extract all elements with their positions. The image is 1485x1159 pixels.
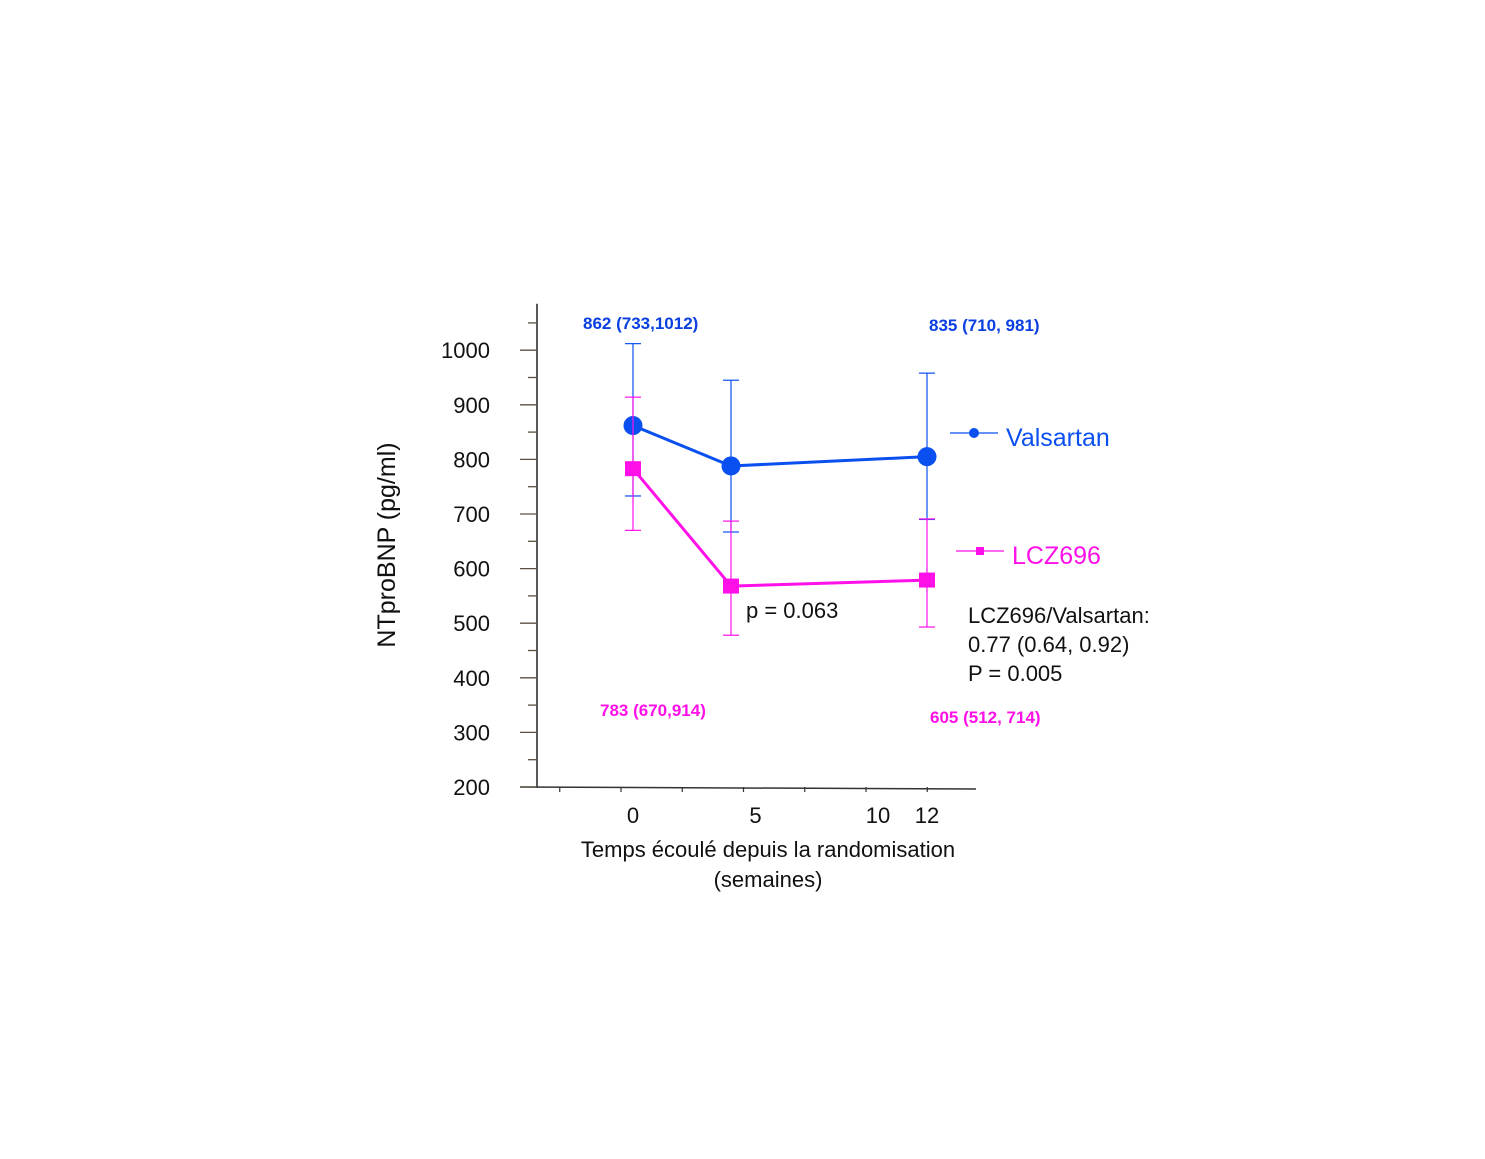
x-axis-label: Temps écoulé depuis la randomisation [581,837,955,862]
series-lcz696 [625,396,935,636]
legend-label-lcz696: LCZ696 [1012,542,1101,570]
legend-marker-valsartan [969,428,979,438]
x-axis-line [519,786,977,790]
data-point [919,572,935,588]
data-point [917,447,937,467]
y-tick-label: 900 [453,393,490,418]
x-tick-label: 5 [749,803,761,828]
legend-label-valsartan: Valsartan [1006,424,1110,452]
annotation-valsartan-week12: 835 (710, 981) [929,316,1040,335]
annotation-lcz-week12: 605 (512, 714) [930,708,1041,727]
series-line-segment [631,467,733,588]
data-point [625,461,641,477]
x-tick-label: 12 [915,803,939,828]
axes: 200 300 400 500 600 700 800 900 1000 0 5 10 12 [441,303,977,828]
series-line-segment [730,455,928,468]
series-line-segment [632,424,732,468]
annotation-ratio-line2: 0.77 (0.64, 0.92) [968,632,1129,657]
annotation-ratio-line1: LCZ696/Valsartan: [968,603,1150,628]
series-line-segment [730,578,928,588]
y-tick-label: 500 [453,611,490,636]
y-tick-label: 200 [453,775,490,800]
x-tick-label: 10 [866,803,890,828]
annotation-p-week4: p = 0.063 [746,598,838,623]
y-axis-label: NTproBNP (pg/ml) [373,442,401,647]
legend-marker-lcz696 [976,547,984,555]
data-point [723,578,739,594]
y-tick-label: 1000 [441,338,490,363]
y-tick-label: 700 [453,502,490,527]
annotation-valsartan-week0: 862 (733,1012) [583,314,698,333]
y-tick-label: 400 [453,666,490,691]
y-tick-label: 300 [453,720,490,745]
annotation-lcz-week0: 783 (670,914) [600,701,706,720]
chart-marks [623,343,937,636]
x-tick-label: 0 [627,803,639,828]
legend: Valsartan LCZ696 [950,424,1110,570]
y-tick-label: 800 [453,447,490,472]
data-point [721,456,741,476]
series-valsartan [623,343,937,533]
y-tick-label: 600 [453,557,490,582]
annotation-ratio-line3: P = 0.005 [968,661,1062,686]
x-axis-label-units: (semaines) [714,867,823,892]
